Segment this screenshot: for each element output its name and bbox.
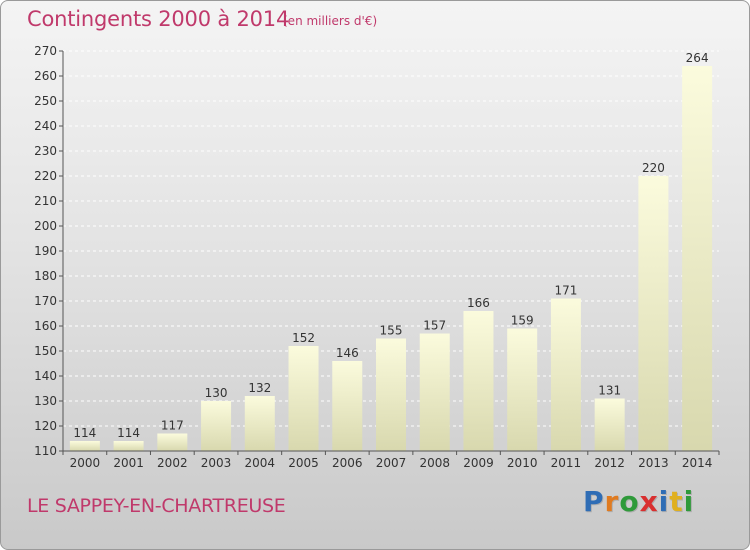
- bar-2004: [244, 396, 275, 451]
- y-tick-label: 190: [34, 244, 57, 258]
- x-tick-label: 2007: [376, 456, 407, 470]
- x-tick-label: 2006: [332, 456, 363, 470]
- x-tick-label: 2001: [113, 456, 144, 470]
- x-tick-label: 2013: [638, 456, 669, 470]
- y-tick-label: 210: [34, 194, 57, 208]
- bar-value-label: 166: [467, 296, 490, 310]
- logo-letter: o: [619, 485, 640, 518]
- y-tick-label: 150: [34, 344, 57, 358]
- bar-value-label: 220: [642, 161, 665, 175]
- logo-letter: P: [583, 485, 605, 518]
- bars: 114 114 117 130 132 152 146 155 157 166 159 171 131 2…: [69, 51, 713, 451]
- bar-2008: [419, 333, 450, 451]
- x-tick-label: 2000: [70, 456, 101, 470]
- bar-value-label: 171: [554, 284, 577, 298]
- y-tick-label: 260: [34, 69, 57, 83]
- x-tick-label: 2011: [551, 456, 582, 470]
- y-tick-label: 110: [34, 444, 57, 458]
- x-tick-label: 2012: [594, 456, 625, 470]
- proxiti-logo[interactable]: Proxiti: [583, 485, 694, 518]
- y-tick-label: 170: [34, 294, 57, 308]
- logo-letter: i: [683, 485, 695, 518]
- y-tick-label: 180: [34, 269, 57, 283]
- bar-2006: [332, 361, 363, 451]
- bar-2012: [594, 398, 625, 451]
- bar-value-label: 114: [73, 426, 96, 440]
- chart-title: Contingents 2000 à 2014: [27, 7, 290, 31]
- bar-value-label: 146: [336, 346, 359, 360]
- bar-2011: [550, 298, 581, 451]
- bar-value-label: 264: [686, 51, 709, 65]
- x-tick-label: 2002: [157, 456, 188, 470]
- logo-letter: x: [639, 485, 659, 518]
- bar-2002: [157, 433, 188, 451]
- y-tick-label: 160: [34, 319, 57, 333]
- y-tick-label: 220: [34, 169, 57, 183]
- y-tick-label: 230: [34, 144, 57, 158]
- y-tick-label: 120: [34, 419, 57, 433]
- bar-2003: [201, 401, 232, 451]
- logo-letter: r: [604, 485, 620, 518]
- bar-2014: [682, 66, 713, 451]
- y-tick-label: 250: [34, 94, 57, 108]
- bar-value-label: 157: [423, 319, 446, 333]
- x-tick-label: 2005: [288, 456, 319, 470]
- y-tick-label: 200: [34, 219, 57, 233]
- bar-2010: [507, 328, 538, 451]
- y-axis: 110 120 130 140 150 160 170 180 190 200 210 220 230 2…: [34, 44, 64, 458]
- bar-2001: [113, 441, 144, 451]
- x-axis: 2000 2001 2002 2003 2004 2005 2006 2007 2008 2009…: [62, 450, 720, 470]
- bar-value-label: 152: [292, 331, 315, 345]
- y-tick-label: 140: [34, 369, 57, 383]
- x-tick-label: 2008: [419, 456, 450, 470]
- bar-value-label: 117: [161, 419, 184, 433]
- x-tick-label: 2003: [201, 456, 232, 470]
- logo-letter: t: [669, 485, 684, 518]
- bar-value-label: 130: [205, 386, 228, 400]
- chart-subtitle: (en milliers d'€): [283, 14, 378, 28]
- y-tick-label: 240: [34, 119, 57, 133]
- logo-letter: i: [658, 485, 670, 518]
- bar-value-label: 132: [248, 381, 271, 395]
- bar-value-label: 155: [380, 324, 403, 338]
- bar-value-label: 114: [117, 426, 140, 440]
- bar-2007: [376, 338, 406, 451]
- x-tick-label: 2010: [507, 456, 538, 470]
- y-tick-label: 130: [34, 394, 57, 408]
- bar-value-label: 131: [598, 384, 621, 398]
- x-tick-label: 2014: [682, 456, 713, 470]
- bar-2000: [69, 441, 100, 451]
- bar-2013: [638, 176, 669, 451]
- x-tick-label: 2004: [245, 456, 276, 470]
- bar-2005: [288, 346, 319, 451]
- bar-value-label: 159: [511, 314, 534, 328]
- place-name: LE SAPPEY-EN-CHARTREUSE: [27, 495, 286, 517]
- bar-2009: [463, 311, 494, 451]
- y-tick-label: 270: [34, 44, 57, 58]
- x-tick-label: 2009: [463, 456, 494, 470]
